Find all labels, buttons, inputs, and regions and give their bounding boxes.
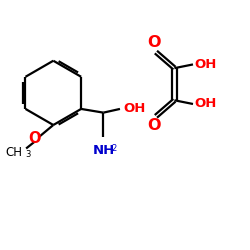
Text: O: O: [147, 118, 161, 133]
Text: OH: OH: [123, 102, 146, 116]
Text: O: O: [28, 131, 41, 146]
Text: OH: OH: [194, 98, 216, 110]
Text: 3: 3: [26, 150, 31, 159]
Text: 2: 2: [112, 144, 117, 153]
Text: CH: CH: [6, 146, 22, 159]
Text: OH: OH: [194, 58, 216, 71]
Text: O: O: [147, 35, 161, 50]
Text: NH: NH: [92, 144, 114, 156]
